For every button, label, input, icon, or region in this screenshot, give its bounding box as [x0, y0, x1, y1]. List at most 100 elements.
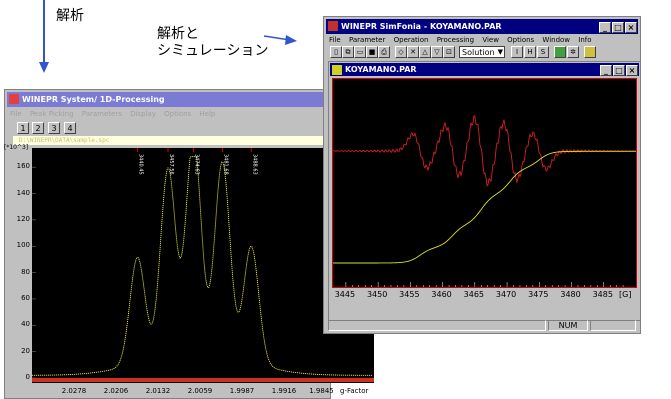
fit-icon[interactable]: ⊡ — [443, 46, 455, 58]
x-tick-label: 3475 — [528, 290, 549, 299]
menu-window[interactable]: Window — [542, 36, 571, 44]
status-message — [328, 320, 546, 331]
save-icon[interactable]: ■ — [366, 46, 378, 58]
open-folder-icon[interactable]: ▭ — [354, 46, 366, 58]
copy-icon[interactable]: ⧉ — [342, 46, 354, 58]
x-tick-label: 1.9916 — [271, 387, 297, 395]
i-button[interactable]: I — [511, 46, 523, 58]
new-file-icon[interactable]: ▯ — [330, 46, 342, 58]
right-window-title: WINEPR SimFonia - KOYAMANO.PAR — [341, 22, 502, 31]
left-window-titlebar[interactable]: WINEPR System/ 1D-Processing — [7, 92, 328, 107]
file-path-bar: D:\WINEPR\DATA\sample.spc — [13, 136, 329, 145]
menu-options[interactable]: Options — [507, 36, 535, 44]
solution-select-value: Solution — [462, 48, 495, 57]
statusbar: NUM — [326, 320, 638, 331]
y-tick-label: 100 — [16, 241, 30, 250]
maximize-icon[interactable]: □ — [612, 22, 624, 33]
menu-help[interactable]: Help — [199, 110, 216, 118]
child-close-icon[interactable]: × — [626, 65, 638, 76]
x-tick-label: 1.9987 — [229, 387, 255, 395]
y-tick-label: 20 — [21, 346, 30, 355]
menu-processing[interactable]: Processing — [436, 36, 475, 44]
y-tick-label: 0 — [25, 373, 30, 381]
child-titlebar[interactable]: KOYAMANO.PAR _ □ × — [330, 63, 639, 76]
left-window-title: WINEPR System/ 1D-Processing — [22, 95, 165, 104]
down-icon[interactable]: ▽ — [431, 46, 443, 58]
peak-label: 3474.63 — [194, 154, 200, 175]
menu-parameters[interactable]: Parameters — [81, 110, 122, 118]
left-menubar: File Peak Picking Parameters Display Opt… — [7, 108, 328, 120]
menu-parameter[interactable]: Parameter — [348, 36, 386, 44]
x-tick-label: 2.0132 — [145, 387, 171, 395]
y-tick-label: 160 — [16, 162, 30, 171]
analysis-caption: 解析 — [56, 8, 84, 24]
close-icon[interactable]: × — [625, 22, 637, 33]
menu-file[interactable]: File — [10, 110, 22, 118]
simulation-chart — [332, 114, 637, 287]
integrated-series-line — [333, 150, 636, 264]
peak-label: 3488.63 — [251, 154, 257, 175]
x-tick-label: 3450 — [366, 290, 388, 299]
right-menubar: File Parameter Operation Processing View… — [326, 34, 638, 46]
baseline-bar — [32, 378, 374, 382]
x-tick-label: 3455 — [399, 290, 420, 299]
s-button[interactable]: S — [537, 46, 549, 58]
menu-info[interactable]: Info — [578, 36, 592, 44]
left-plot-background — [32, 148, 374, 383]
status-num: NUM — [548, 320, 588, 331]
epr-spectrum-chart: 3440.45 3457.56 3474.63 3481.68 3488.63 — [32, 148, 374, 383]
y-tick-label: 60 — [21, 293, 30, 302]
y-tick-label: 140 — [16, 188, 30, 197]
up-icon[interactable]: △ — [419, 46, 431, 58]
dataset-button-2[interactable]: 2 — [32, 122, 44, 134]
print-icon[interactable]: ⎙ — [378, 46, 390, 58]
menu-display[interactable]: Display — [130, 110, 156, 118]
simfonia-icon — [328, 21, 338, 31]
y-unit-label: [*10^3] — [4, 144, 29, 151]
chevron-down-icon: ▼ — [497, 48, 503, 56]
x-tick-label: 2.0059 — [187, 387, 213, 395]
dataset-button-4[interactable]: 4 — [64, 122, 76, 134]
x-tick-label: 3445 — [334, 290, 356, 299]
simulate-icon[interactable] — [554, 46, 566, 58]
expand-icon[interactable]: ◇ — [395, 46, 407, 58]
child-title: KOYAMANO.PAR — [345, 65, 417, 74]
toolbar: ▯ ⧉ ▭ ■ ⎙ ◇ ✕ △ ▽ ⊡ Solution ▼ I H S ✲ — [328, 45, 636, 60]
x-tick-label: 3465 — [463, 290, 485, 299]
y-tick-label: 40 — [21, 320, 30, 329]
x-tick-label: 3470 — [495, 290, 517, 299]
child-maximize-icon[interactable]: □ — [613, 65, 625, 76]
x-tick-label: 2.0206 — [103, 387, 129, 395]
peak-label: 3481.68 — [222, 154, 228, 175]
menu-peak-picking[interactable]: Peak Picking — [29, 110, 74, 118]
right-window-titlebar[interactable]: WINEPR SimFonia - KOYAMANO.PAR _ □ × — [326, 19, 638, 34]
dataset-button-3[interactable]: 3 — [48, 122, 60, 134]
x-tick-label: 2.0278 — [61, 387, 87, 395]
y-tick-label: 80 — [21, 267, 30, 276]
spectrum-line — [32, 156, 373, 376]
child-minimize-icon[interactable]: _ — [600, 65, 612, 76]
status-extra — [590, 320, 636, 331]
derivative-series-line — [332, 114, 637, 187]
menu-options[interactable]: Options — [164, 110, 192, 118]
peak-label: 3440.45 — [137, 154, 143, 175]
h-button[interactable]: H — [524, 46, 536, 58]
app-icon — [9, 94, 19, 104]
minimize-icon[interactable]: _ — [599, 22, 611, 33]
x-tick-label: 3480 — [560, 290, 581, 299]
menu-file[interactable]: File — [329, 36, 341, 44]
menu-view[interactable]: View — [482, 36, 499, 44]
menu-operation[interactable]: Operation — [393, 36, 429, 44]
solution-select[interactable]: Solution ▼ — [459, 46, 505, 58]
gear-icon[interactable]: ✲ — [567, 46, 579, 58]
x-tick-label: 3485 — [592, 290, 613, 299]
x-tick-label: 1.9845 — [309, 387, 334, 395]
simfonia-window: WINEPR SimFonia - KOYAMANO.PAR _ □ × File … — [323, 16, 641, 334]
cross-icon[interactable]: ✕ — [407, 46, 419, 58]
report-icon[interactable] — [584, 46, 596, 58]
x-axis-label: g-Factor — [340, 387, 369, 395]
dataset-button-1[interactable]: 1 — [17, 122, 29, 134]
x-unit-label: [G] — [619, 290, 632, 299]
koyamano-child-window: KOYAMANO.PAR _ □ × 3445 3450 3455 3460 3465 347… — [328, 61, 641, 321]
peak-label: 3457.56 — [168, 154, 174, 175]
